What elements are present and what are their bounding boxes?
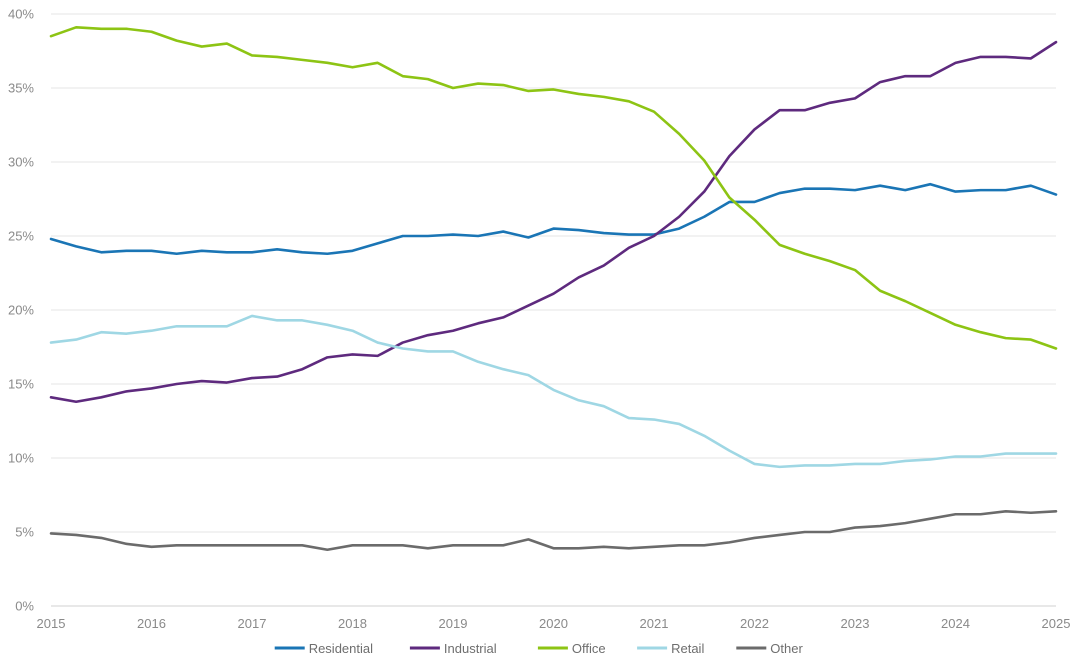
legend-item-other: Other — [736, 641, 803, 656]
x-tick-label: 2017 — [238, 616, 267, 631]
x-axis-tick-labels: 2015 2016 2017 2018 2019 2020 2021 2022 2023 2024… — [37, 616, 1071, 631]
gridlines — [51, 13, 1056, 607]
y-tick-label: 35% — [8, 81, 34, 96]
legend-label: Residential — [309, 641, 373, 656]
y-tick-label: 25% — [8, 229, 34, 244]
y-tick-label: 20% — [8, 303, 34, 318]
x-tick-label: 2022 — [740, 616, 769, 631]
y-tick-label: 10% — [8, 451, 34, 466]
legend-label: Industrial — [444, 641, 497, 656]
y-tick-label: 15% — [8, 377, 34, 392]
legend-label: Other — [770, 641, 803, 656]
series-lines — [49, 26, 1058, 552]
legend-label: Retail — [671, 641, 704, 656]
legend-item-office: Office — [537, 641, 606, 656]
x-tick-label: 2020 — [539, 616, 568, 631]
series-line-other — [49, 509, 1058, 552]
y-tick-label: 0% — [15, 599, 34, 614]
x-tick-label: 2021 — [640, 616, 669, 631]
legend-label: Office — [572, 641, 606, 656]
x-tick-label: 2023 — [841, 616, 870, 631]
x-tick-label: 2016 — [137, 616, 166, 631]
series-line-industrial — [49, 40, 1058, 404]
legend-item-retail: Retail — [637, 641, 704, 656]
x-tick-label: 2019 — [439, 616, 468, 631]
x-tick-label: 2018 — [338, 616, 367, 631]
x-tick-label: 2025 — [1042, 616, 1071, 631]
y-tick-label: 40% — [8, 7, 34, 22]
series-line-retail — [49, 314, 1058, 469]
series-line-residential — [49, 182, 1058, 256]
series-line-office — [49, 26, 1058, 350]
x-tick-label: 2015 — [37, 616, 66, 631]
y-tick-label: 5% — [15, 525, 34, 540]
legend-item-industrial: Industrial — [409, 641, 497, 656]
y-tick-label: 30% — [8, 155, 34, 170]
y-axis-tick-labels: 0% 5% 10% 15% 20% 25% 30% 35% 40% — [8, 7, 34, 614]
legend-item-residential: Residential — [274, 641, 373, 656]
x-tick-label: 2024 — [941, 616, 970, 631]
legend: Residential Industrial Office Retail Other — [274, 641, 803, 656]
